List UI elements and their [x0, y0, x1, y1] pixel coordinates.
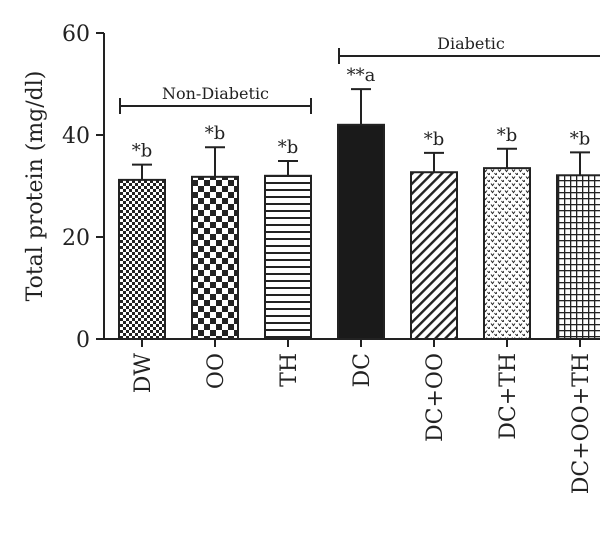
x-tick-label: DC+OO — [423, 353, 448, 442]
significance-label: **a — [347, 65, 376, 86]
y-tick-label: 20 — [62, 226, 90, 251]
group-label: Non-Diabetic — [162, 84, 269, 103]
bars: *b *b *b **a *b *b *b — [118, 65, 600, 340]
y-tick-label: 60 — [62, 22, 90, 47]
x-tick-label: DW — [131, 353, 156, 394]
bar-dc-oo-th — [556, 174, 600, 340]
bar-th — [264, 174, 312, 340]
y-axis-label: Total protein (mg/dl) — [23, 71, 48, 302]
x-tick-labels: DW OO TH DC DC+OO DC+TH DC+OO+TH — [131, 339, 594, 494]
significance-label: *b — [205, 123, 226, 144]
x-tick-label: DC+TH — [496, 353, 521, 440]
significance-label: *b — [497, 125, 518, 146]
significance-label: *b — [570, 128, 591, 149]
y-tick-label: 0 — [76, 328, 90, 353]
significance-label: *b — [424, 129, 445, 150]
bar-dc-th — [483, 167, 531, 340]
x-tick-label: DC+OO+TH — [569, 353, 594, 494]
x-tick-label: OO — [204, 353, 229, 389]
significance-label: *b — [132, 141, 153, 162]
bar-dc-oo — [410, 171, 458, 340]
x-tick-label: DC — [350, 353, 375, 387]
group-label: Diabetic — [437, 34, 505, 53]
bar-dw — [118, 178, 166, 340]
bar-oo — [191, 175, 239, 340]
significance-label: *b — [278, 137, 299, 158]
y-tick-label: 40 — [62, 124, 90, 149]
y-axis: 0 20 40 60 Total protein (mg/dl) — [23, 22, 105, 353]
group-brackets: Non-Diabetic Diabetic — [119, 34, 600, 114]
y-ticks: 0 20 40 60 — [62, 22, 104, 353]
bar-dc — [337, 123, 385, 340]
x-axis: DW OO TH DC DC+OO DC+TH DC+OO+TH — [103, 338, 594, 494]
x-tick-label: TH — [277, 353, 302, 387]
